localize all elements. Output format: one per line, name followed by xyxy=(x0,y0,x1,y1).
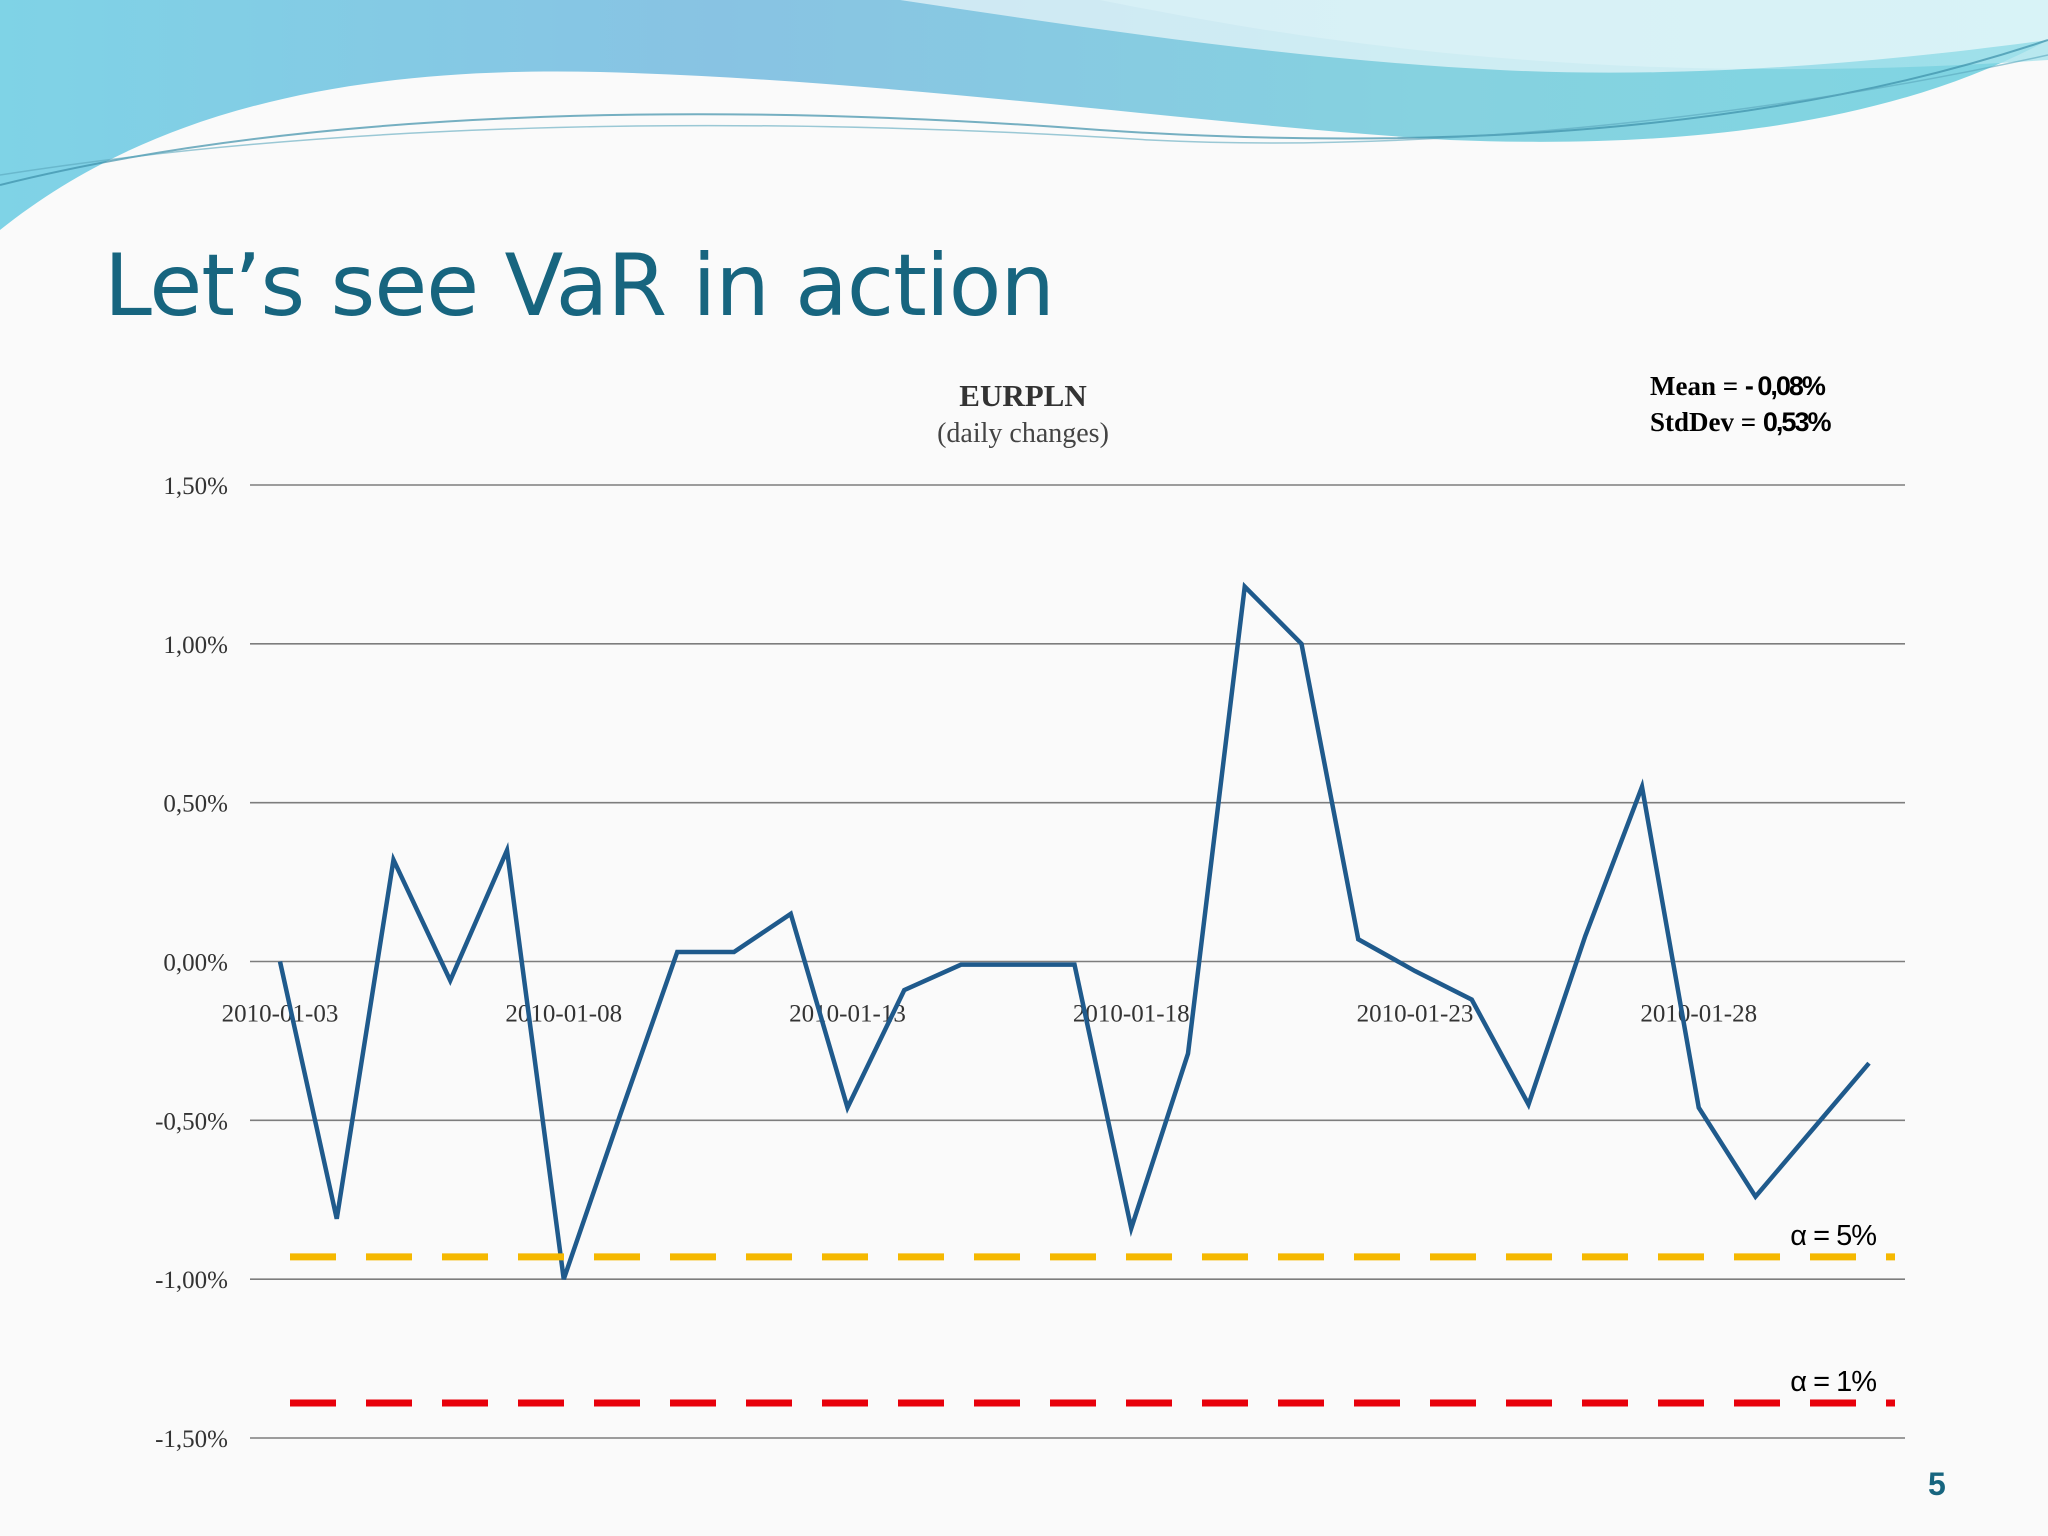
x-tick-label: 2010-01-28 xyxy=(1640,1001,1757,1028)
stats-box: Mean = - 0,08% StdDev = 0,53% xyxy=(1650,368,1832,440)
stddev-value: 0,53% xyxy=(1762,407,1832,437)
stddev-label: StdDev = xyxy=(1650,407,1763,437)
stddev-stat: StdDev = 0,53% xyxy=(1650,404,1832,440)
var-threshold-lines: α = 5% α = 1% xyxy=(290,1220,1895,1407)
var-line-label: α = 1% xyxy=(1790,1366,1876,1398)
y-axis-ticks: 1,50% 1,00% 0,50% 0,00% -0,50% -1,00% -1,50% xyxy=(155,473,228,1453)
series-line xyxy=(277,581,1871,1280)
y-tick-label: 1,00% xyxy=(163,632,228,659)
x-axis-ticks: 2010-01-03 2010-01-08 2010-01-13 2010-01-18… xyxy=(222,1001,1757,1028)
page-number: 5 xyxy=(1928,1466,1946,1502)
x-tick-label: 2010-01-23 xyxy=(1357,1001,1474,1028)
y-tick-label: -0,50% xyxy=(155,1108,228,1135)
page-title: Let’s see VaR in action xyxy=(104,236,1055,336)
var-line-label: α = 5% xyxy=(1790,1220,1876,1252)
grid-lines xyxy=(250,484,1905,1439)
chart-subtitle: (daily changes) xyxy=(937,418,1109,449)
y-tick-label: 0,00% xyxy=(163,950,228,977)
chart-title: EURPLN xyxy=(959,378,1086,413)
mean-stat: Mean = - 0,08% xyxy=(1650,368,1829,404)
x-tick-label: 2010-01-08 xyxy=(505,1001,622,1028)
y-tick-label: 1,50% xyxy=(163,473,228,500)
y-tick-label: -1,50% xyxy=(155,1426,228,1453)
series-layer xyxy=(277,581,1871,1280)
y-tick-label: -1,00% xyxy=(155,1267,228,1294)
mean-label: Mean = xyxy=(1650,371,1745,401)
x-tick-label: 2010-01-18 xyxy=(1073,1001,1190,1028)
mean-value: - 0,08% xyxy=(1744,371,1826,401)
y-tick-label: 0,50% xyxy=(163,791,228,818)
x-tick-label: 2010-01-03 xyxy=(222,1001,339,1028)
header-wave-decoration xyxy=(0,0,2048,230)
